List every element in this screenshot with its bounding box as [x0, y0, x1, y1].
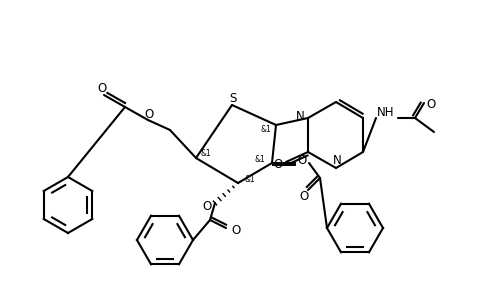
Text: O: O: [273, 158, 283, 171]
Text: O: O: [203, 201, 212, 213]
Text: O: O: [231, 224, 241, 237]
Text: N: N: [333, 153, 342, 166]
Text: O: O: [299, 191, 308, 204]
Text: O: O: [98, 81, 106, 94]
Text: NH: NH: [377, 107, 395, 120]
Text: O: O: [427, 98, 436, 111]
Text: O: O: [297, 155, 306, 168]
Text: S: S: [229, 91, 237, 105]
Text: &1: &1: [201, 149, 211, 158]
Text: O: O: [144, 107, 154, 120]
Text: N: N: [296, 111, 305, 124]
Text: &1: &1: [255, 155, 265, 164]
Text: &1: &1: [261, 124, 271, 133]
Text: &1: &1: [244, 175, 255, 184]
